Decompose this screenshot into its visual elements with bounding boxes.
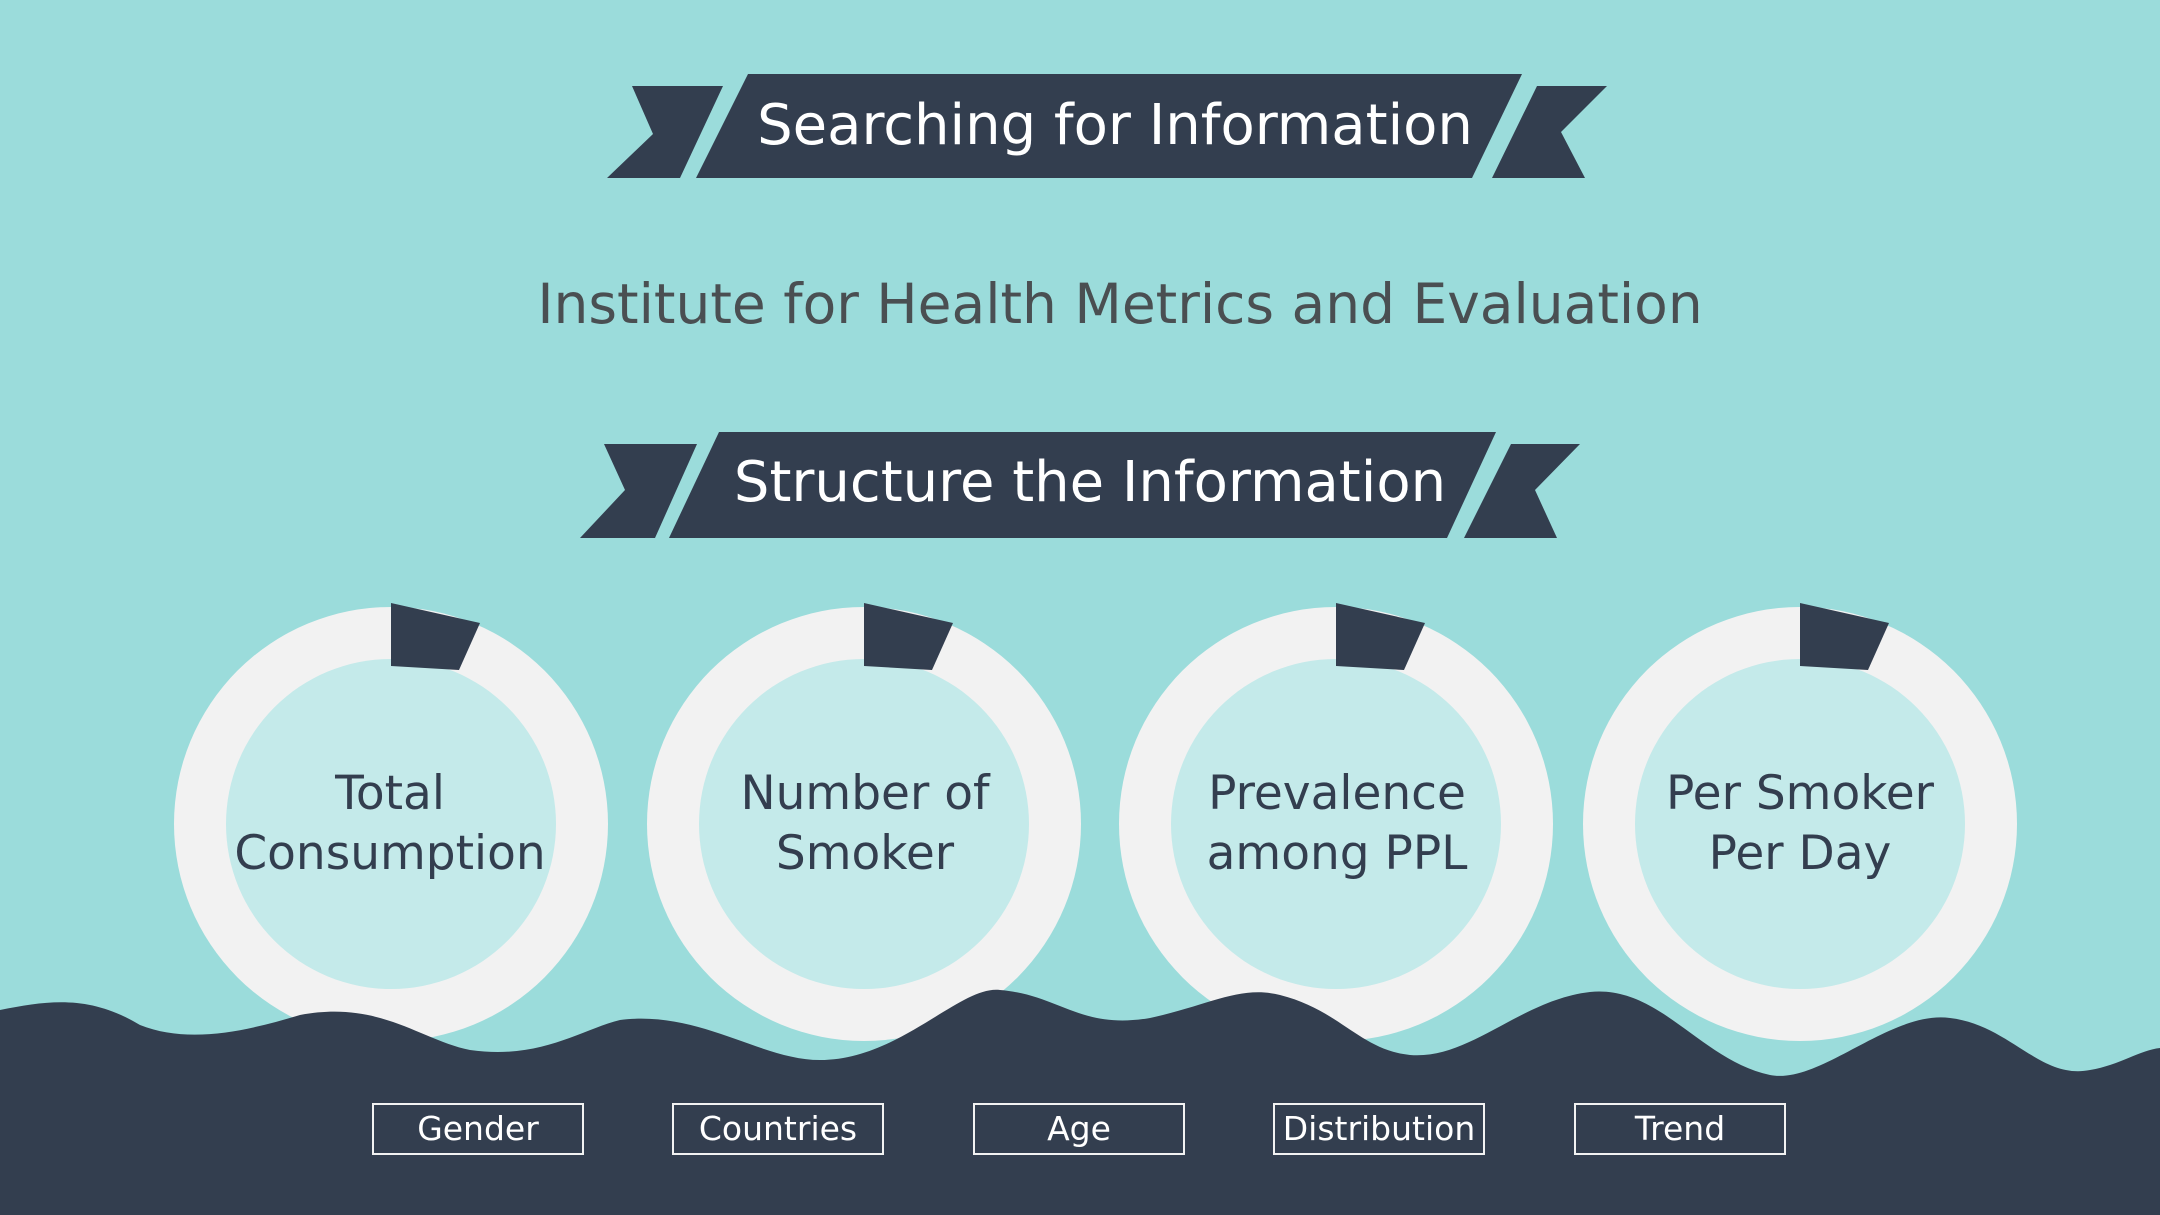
circle-label-number-of-smoker: Number of Smoker	[700, 764, 1030, 884]
ring-inner	[1635, 659, 1965, 989]
ring-0	[174, 603, 608, 1041]
ring-3	[1583, 603, 2017, 1041]
ring-inner	[226, 659, 556, 989]
circle-label-line: Per Smoker	[1665, 766, 1934, 821]
banner-top-left-tail	[607, 86, 723, 178]
circle-label-line: Total	[335, 766, 445, 821]
banner-top-ribbon	[607, 74, 1607, 178]
circle-label-prevalence: Prevalence among PPL	[1172, 764, 1502, 884]
banner-middle-right-tail	[1464, 444, 1580, 538]
banner-top-title: Searching for Information	[757, 93, 1473, 158]
ring-inner	[699, 659, 1029, 989]
bottom-wave	[0, 989, 2160, 1215]
ring-inner	[1171, 659, 1501, 989]
circle-label-line: Consumption	[234, 826, 546, 881]
ring-2	[1119, 603, 1553, 1041]
circle-label-line: Per Day	[1708, 826, 1892, 881]
ring-segment	[391, 603, 480, 670]
ring-segment	[1336, 603, 1425, 670]
circle-label-line: Smoker	[775, 826, 955, 881]
tag-distribution[interactable]: Distribution	[1273, 1103, 1485, 1155]
banner-middle-ribbon	[580, 432, 1580, 538]
circle-label-line: Number of	[740, 766, 990, 821]
circle-label-line: among PPL	[1206, 826, 1468, 881]
tag-age[interactable]: Age	[973, 1103, 1185, 1155]
tag-countries[interactable]: Countries	[672, 1103, 884, 1155]
tag-trend[interactable]: Trend	[1574, 1103, 1786, 1155]
banner-middle-body	[669, 432, 1496, 538]
banner-top-right-tail	[1492, 86, 1607, 178]
circle-label-line: Prevalence	[1208, 766, 1466, 821]
circle-label-total-consumption: Total Consumption	[225, 764, 555, 884]
ring-segment	[864, 603, 953, 670]
banner-middle-title: Structure the Information	[733, 450, 1447, 515]
subtitle: Institute for Health Metrics and Evaluat…	[537, 272, 1703, 336]
banner-middle-left-tail	[580, 444, 697, 538]
circle-label-per-smoker-per-day: Per Smoker Per Day	[1635, 764, 1965, 884]
ring-1	[647, 603, 1081, 1041]
banner-top-body	[696, 74, 1522, 178]
ring-segment	[1800, 603, 1889, 670]
tag-gender[interactable]: Gender	[372, 1103, 584, 1155]
